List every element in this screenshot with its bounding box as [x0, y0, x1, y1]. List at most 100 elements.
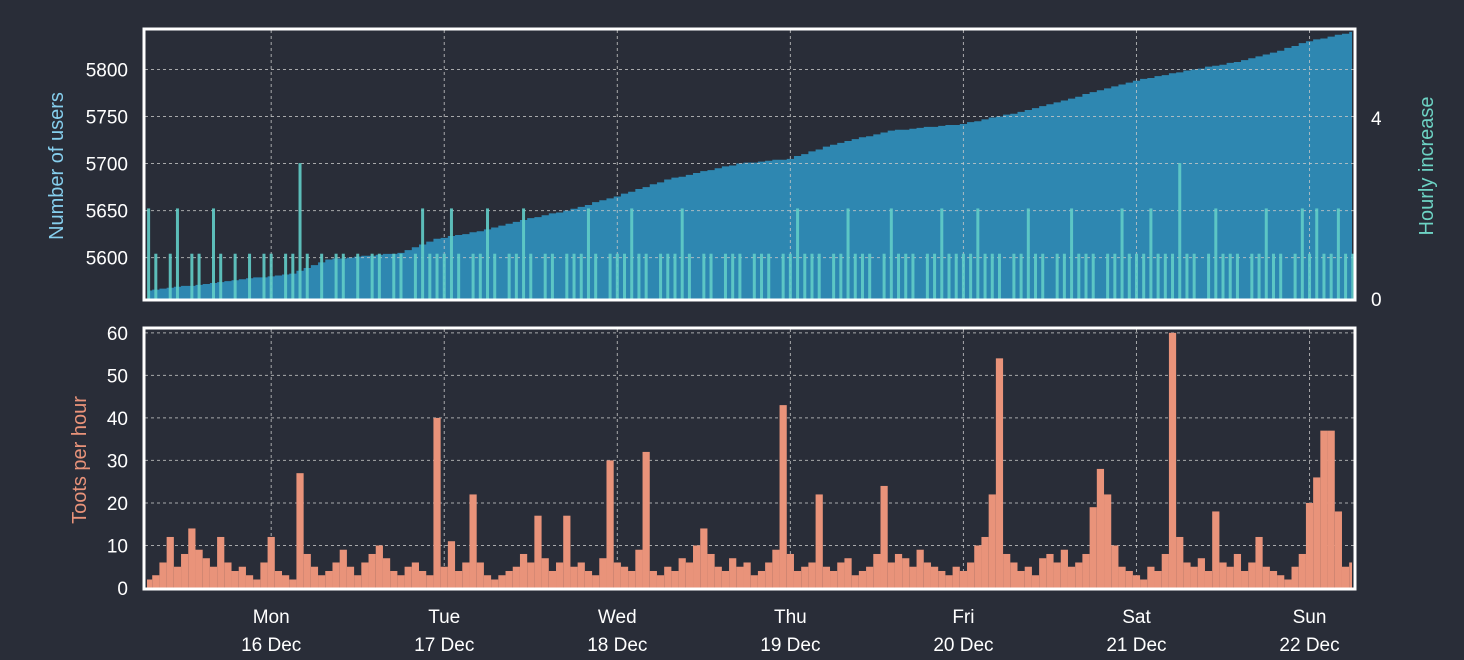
toots-bar: [303, 553, 311, 588]
hourly-increase-bar: [1120, 208, 1124, 299]
toots-bar: [346, 566, 355, 588]
toots-bar: [1212, 511, 1220, 588]
toots-bar: [1349, 562, 1352, 588]
hourly-increase-bar: [594, 253, 598, 299]
hourly-increase-bar: [659, 253, 663, 299]
toots-bar: [945, 575, 953, 588]
hourly-increase-bar: [1163, 253, 1167, 299]
hourly-increase-bar: [334, 253, 338, 299]
toots-bar: [656, 575, 665, 588]
toots-bar: [923, 562, 931, 588]
hourly-increase-bar: [550, 253, 554, 299]
toots-bar: [815, 494, 823, 588]
hourly-increase-bar: [1012, 253, 1016, 299]
hourly-increase-bar: [421, 208, 425, 299]
x-tick-day: Sun: [1293, 607, 1327, 628]
toots-bar: [894, 553, 903, 588]
hourly-increase-bar: [190, 253, 194, 299]
toots-bar: [1313, 477, 1321, 588]
hourly-increase-bar: [435, 253, 439, 299]
bottom-plot-frame: [142, 326, 1357, 591]
toots-bar: [491, 579, 499, 588]
toots-bar: [541, 558, 549, 588]
hourly-increase-bar: [796, 208, 800, 299]
hourly-increase-bar: [680, 208, 684, 299]
x-tick-day: Sat: [1122, 607, 1151, 628]
hourly-increase-bar: [839, 253, 843, 299]
hourly-increase-bar: [990, 253, 994, 299]
toots-bar: [938, 570, 946, 588]
hourly-increase-bar: [1156, 253, 1160, 299]
hourly-increase-bar: [810, 253, 814, 299]
hourly-increase-bar: [969, 253, 973, 299]
x-tick-day: Thu: [774, 607, 807, 628]
hourly-increase-bar: [1113, 253, 1117, 299]
toots-bar: [512, 566, 520, 588]
hourly-increase-bar: [442, 253, 446, 299]
y-tick-label: 5600: [86, 249, 128, 270]
hourly-increase-bar: [1336, 208, 1340, 299]
hourly-increase-bar: [723, 253, 727, 299]
toots-bar: [440, 566, 448, 588]
hourly-increase-bar: [269, 253, 273, 299]
toots-bar: [419, 570, 427, 588]
toots-bar: [382, 558, 391, 588]
toots-bar: [873, 553, 881, 588]
hourly-increase-bar: [897, 253, 901, 299]
toots-bar: [1118, 566, 1126, 588]
hourly-increase-bar: [529, 253, 533, 299]
hourly-increase-bar: [1149, 208, 1153, 299]
toots-bar: [620, 566, 629, 588]
toots-bar: [808, 562, 816, 588]
hourly-increase-bar: [846, 208, 850, 299]
toots-bar: [282, 575, 290, 588]
hourly-increase-bar: [904, 253, 908, 299]
toots-bar: [469, 494, 477, 588]
hourly-increase-bar: [933, 253, 937, 299]
hourly-increase-bar: [291, 253, 295, 299]
toots-bar: [707, 553, 715, 588]
hourly-increase-bar: [608, 253, 612, 299]
hourly-increase-bar: [788, 253, 792, 299]
toots-bar: [310, 566, 319, 588]
x-tick-day: Mon: [253, 607, 290, 628]
toots-bar: [988, 494, 996, 588]
hourly-increase-bar: [262, 253, 266, 299]
toots-bar: [1204, 570, 1213, 588]
toots-bar: [527, 562, 535, 588]
toots-bar: [729, 558, 737, 588]
toots-bar: [1269, 570, 1278, 588]
y-tick-label: 60: [107, 324, 128, 345]
toots-bar: [1168, 332, 1177, 588]
x-tick-date: 16 Dec: [241, 635, 301, 656]
toots-bar: [548, 570, 557, 588]
hourly-increase-bar: [623, 253, 627, 299]
hourly-increase-bar: [449, 208, 453, 299]
hourly-increase-bar: [615, 253, 619, 299]
toots-bar: [534, 515, 542, 588]
hourly-increase-bar: [1077, 253, 1081, 299]
hourly-increase-bar: [731, 253, 735, 299]
hourly-increase-bar: [1192, 253, 1196, 299]
toots-bar: [628, 570, 636, 588]
toots-bar: [1320, 430, 1328, 588]
toots-bar: [736, 566, 744, 588]
toots-bar: [678, 558, 686, 588]
toots-bar: [974, 545, 982, 588]
hourly-increase-bar: [637, 253, 641, 299]
toots-bar: [253, 579, 261, 588]
toots-bar: [563, 515, 571, 588]
hourly-increase-bar: [1322, 253, 1326, 299]
hourly-increase-bar: [687, 253, 691, 299]
hourly-increase-bar: [147, 208, 151, 299]
hourly-increase-bar: [882, 253, 886, 299]
toots-bar: [505, 570, 513, 588]
toots-bar: [1104, 494, 1112, 588]
toots-bar: [1140, 579, 1148, 588]
hourly-increase-bar: [781, 253, 785, 299]
hourly-increase-bar: [1279, 253, 1283, 299]
toots-bar: [793, 570, 802, 588]
y-tick-label: 20: [107, 494, 128, 515]
hourly-increase-bar: [630, 208, 634, 299]
hourly-increase-bar: [961, 253, 965, 299]
